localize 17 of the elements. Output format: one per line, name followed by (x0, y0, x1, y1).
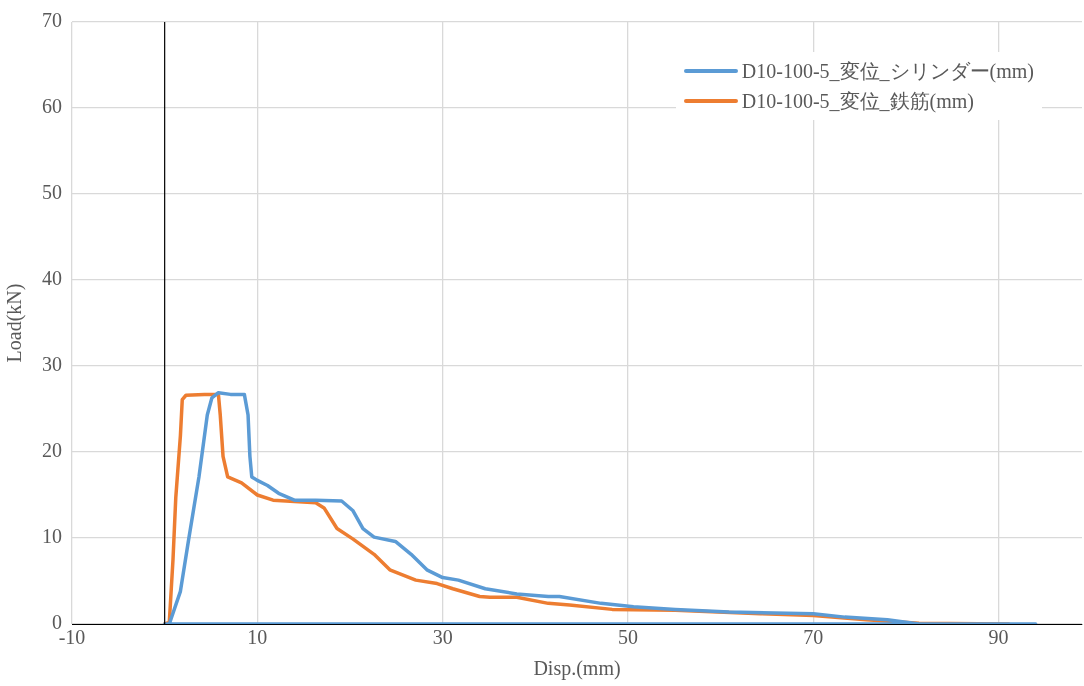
legend-label: D10-100-5_変位_シリンダー(mm) (741, 58, 1034, 85)
y-tick-label: 60 (42, 95, 62, 118)
y-tick-label: 50 (42, 181, 62, 204)
y-tick-label: 70 (42, 9, 62, 32)
y-axis-title: Load(kN) (3, 283, 27, 363)
x-axis-title: Disp.(mm) (533, 657, 621, 681)
x-tick-label: 10 (247, 626, 268, 649)
y-tick-label: 0 (52, 611, 62, 634)
y-tick-label: 40 (42, 267, 62, 290)
y-tick-label: 20 (42, 439, 62, 462)
x-tick-label: 30 (432, 626, 453, 649)
x-tick-label: 70 (803, 626, 824, 649)
x-tick-label: 50 (617, 626, 638, 649)
y-tick-label: 30 (42, 353, 62, 376)
y-tick-label: 10 (42, 525, 62, 548)
legend-label: D10-100-5_変位_鉄筋(mm) (741, 88, 974, 115)
x-tick-label: 90 (988, 626, 1009, 649)
